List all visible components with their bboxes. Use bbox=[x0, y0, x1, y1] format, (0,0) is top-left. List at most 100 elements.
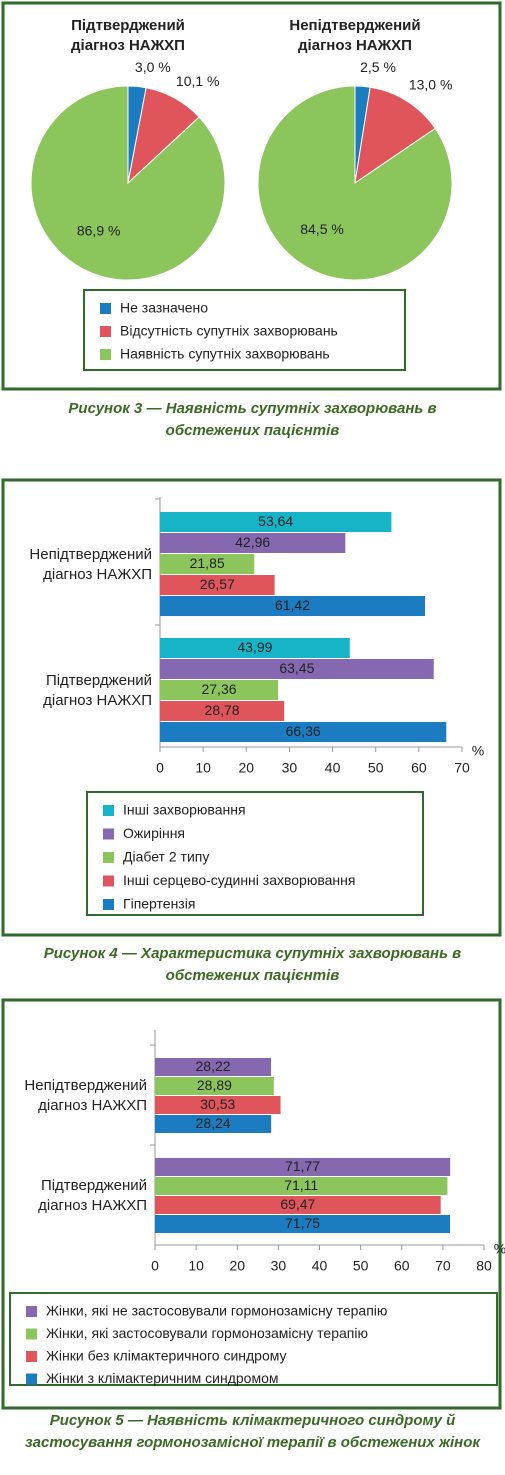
pie-label: 86,9 % bbox=[77, 223, 121, 239]
x-tick-label: 70 bbox=[454, 760, 470, 776]
bar bbox=[160, 575, 275, 595]
pie-title-box: Підтверджений діагноз НАЖХП bbox=[71, 17, 185, 54]
x-tick-label: 40 bbox=[325, 760, 341, 776]
x-tick-label: 60 bbox=[394, 1258, 410, 1274]
bar bbox=[160, 680, 279, 700]
bar-label: 66,36 bbox=[286, 723, 321, 739]
x-tick-label: 30 bbox=[282, 760, 298, 776]
legend-box bbox=[86, 791, 424, 916]
bar bbox=[155, 1196, 441, 1214]
legend-label: Ожиріння bbox=[123, 825, 185, 841]
bar bbox=[155, 1096, 281, 1114]
bar bbox=[160, 554, 255, 574]
x-tick-label: 50 bbox=[353, 1258, 369, 1274]
bar-label: 28,78 bbox=[205, 702, 240, 718]
x-tick-label: 10 bbox=[195, 760, 211, 776]
bar bbox=[155, 1158, 451, 1176]
pie-label: 13,0 % bbox=[409, 77, 453, 93]
category-label-box: Непідтверджений діагноз НАЖХП bbox=[24, 1077, 147, 1114]
legend-box bbox=[83, 289, 406, 371]
x-tick-label: 20 bbox=[229, 1258, 245, 1274]
x-tick-label: 60 bbox=[411, 760, 427, 776]
pie-slice bbox=[257, 85, 453, 281]
bar-label: 53,64 bbox=[258, 513, 293, 529]
pie-title: Підтверджений діагноз НАЖХП bbox=[71, 17, 185, 54]
pie-slice bbox=[30, 85, 226, 281]
pie-title-box: Непідтверджений діагноз НАЖХП bbox=[289, 17, 421, 54]
pie-title: Непідтверджений діагноз НАЖХП bbox=[289, 17, 421, 54]
legend-swatch bbox=[26, 1373, 37, 1385]
x-tick-label: 0 bbox=[156, 760, 164, 776]
bar-label: 26,57 bbox=[200, 576, 235, 592]
bar-label: 71,11 bbox=[284, 1177, 318, 1193]
legend-swatch bbox=[100, 303, 111, 314]
category-label-box: Непідтверджений діагноз НАЖХП bbox=[29, 545, 152, 583]
legend-label: Жінки без клімактеричного синдрому bbox=[46, 1348, 287, 1364]
legend-swatch bbox=[100, 349, 111, 360]
legend-label: Наявність супутніх захворювань bbox=[120, 346, 330, 362]
pie-label: 2,5 % bbox=[360, 59, 396, 75]
x-tick-label: 40 bbox=[312, 1258, 328, 1274]
caption-box: Рисунок 4 — Характеристика супутніх захв… bbox=[43, 945, 462, 984]
x-tick-label: 70 bbox=[435, 1258, 451, 1274]
pie-label: 3,0 % bbox=[135, 59, 171, 75]
category-label: Непідтверджений діагноз НАЖХП bbox=[29, 545, 152, 583]
legend-swatch bbox=[26, 1351, 37, 1362]
legend-label: Не зазначено bbox=[120, 300, 208, 316]
bar-label: 28,22 bbox=[196, 1058, 231, 1074]
caption-box: Рисунок 5 — Наявність клімактеричного си… bbox=[25, 1412, 480, 1451]
bar bbox=[160, 512, 392, 532]
bar-label: 28,89 bbox=[197, 1077, 232, 1093]
frame bbox=[1, 478, 502, 937]
bar-label: 42,96 bbox=[235, 534, 270, 550]
x-tick-label: 80 bbox=[476, 1258, 492, 1274]
pie-label: 10,1 % bbox=[176, 73, 220, 89]
bar bbox=[155, 1115, 272, 1133]
legend-label: Жінки, які не застосовували гормонозаміс… bbox=[46, 1303, 387, 1319]
frame bbox=[1, 1, 502, 391]
caption: Рисунок 5 — Наявність клімактеричного си… bbox=[25, 1412, 480, 1451]
legend-box bbox=[9, 1292, 498, 1386]
legend-swatch bbox=[103, 852, 114, 863]
x-tick-label: 50 bbox=[368, 760, 384, 776]
legend-label: Інші серцево-судинні захворювання bbox=[123, 872, 355, 888]
bar-label: 61,42 bbox=[275, 597, 310, 613]
caption: Рисунок 4 — Характеристика супутніх захв… bbox=[43, 945, 462, 984]
bar-label: 27,36 bbox=[201, 681, 236, 697]
bar-label: 69,47 bbox=[280, 1196, 315, 1212]
bar bbox=[160, 638, 350, 658]
bar bbox=[160, 722, 447, 742]
caption-box: Рисунок 3 — Наявність супутніх захворюва… bbox=[68, 400, 437, 439]
caption: Рисунок 3 — Наявність супутніх захворюва… bbox=[68, 400, 437, 439]
category-label: Підтверджений діагноз НАЖХП bbox=[38, 1177, 147, 1214]
bar bbox=[155, 1058, 272, 1076]
legend-swatch bbox=[103, 899, 114, 910]
bar-label: 63,45 bbox=[279, 660, 314, 676]
bar bbox=[155, 1215, 451, 1233]
category-label: Непідтверджений діагноз НАЖХП bbox=[24, 1077, 147, 1114]
bar-label: 71,75 bbox=[285, 1215, 320, 1231]
bar-label: 30,53 bbox=[200, 1096, 235, 1112]
x-axis-label: % bbox=[494, 1241, 505, 1257]
x-tick-label: 20 bbox=[238, 760, 254, 776]
legend-swatch bbox=[26, 1306, 37, 1317]
legend-swatch bbox=[100, 326, 111, 337]
legend-label: Жінки з клімактеричним синдромом bbox=[46, 1370, 279, 1386]
legend-label: Жінки, які застосовували гормонозамісну … bbox=[46, 1325, 368, 1341]
legend-label: Інші захворювання bbox=[123, 802, 246, 818]
bar bbox=[160, 596, 425, 616]
legend-label: Відсутність супутніх захворювань bbox=[120, 323, 338, 339]
x-tick-label: 30 bbox=[271, 1258, 287, 1274]
bar-label: 43,99 bbox=[237, 639, 272, 655]
category-label-box: Підтверджений діагноз НАЖХП bbox=[38, 1177, 147, 1214]
x-tick-label: 10 bbox=[188, 1258, 204, 1274]
bar bbox=[155, 1177, 448, 1195]
bar bbox=[160, 701, 285, 721]
pie-slice bbox=[354, 86, 436, 185]
category-label-box: Підтверджений діагноз НАЖХП bbox=[43, 671, 152, 709]
bar bbox=[160, 659, 434, 679]
bar-label: 28,24 bbox=[196, 1115, 231, 1131]
category-label: Підтверджений діагноз НАЖХП bbox=[43, 671, 152, 709]
legend-swatch bbox=[26, 1328, 37, 1340]
